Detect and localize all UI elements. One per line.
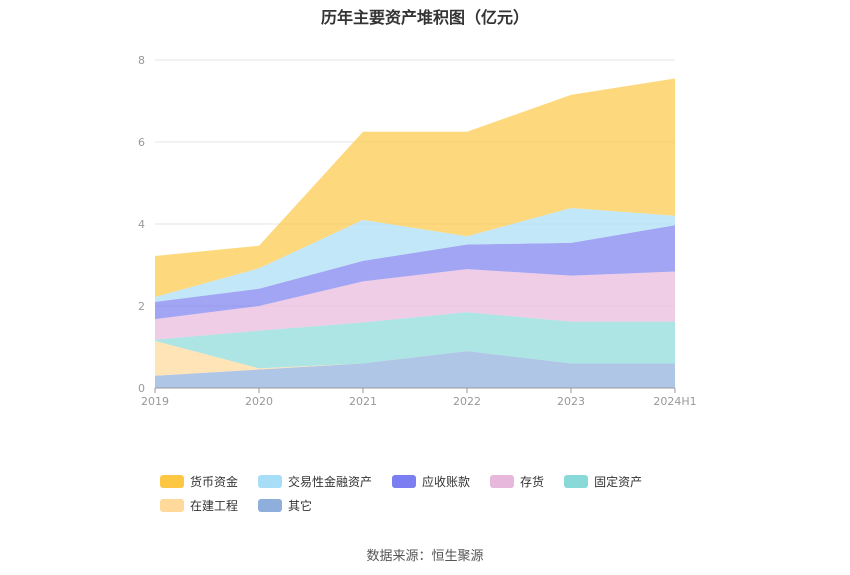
x-tick-label: 2024H1 — [653, 395, 696, 408]
data-source: 数据来源：恒生聚源 — [366, 549, 484, 564]
legend-item[interactable]: 货币资金 — [160, 472, 238, 490]
area-series — [155, 225, 675, 320]
area-series — [155, 78, 675, 297]
area-series — [155, 351, 675, 388]
legend-swatch — [490, 474, 515, 488]
legend-item[interactable]: 存货 — [490, 472, 544, 490]
area-series — [155, 269, 675, 340]
legend-label: 在建工程 — [190, 498, 239, 513]
legend-item[interactable]: 固定资产 — [564, 472, 642, 490]
legend-swatch — [258, 474, 283, 488]
x-tick-label: 2020 — [245, 395, 273, 408]
legend-item[interactable]: 其它 — [258, 496, 312, 514]
legend-label: 应收账款 — [422, 474, 471, 489]
legend-swatch — [160, 474, 184, 488]
y-tick-label: 8 — [138, 54, 145, 67]
area-series — [155, 208, 675, 302]
legend-swatch — [564, 474, 589, 488]
legend-label: 固定资产 — [594, 474, 643, 489]
chart-title: 历年主要资产堆积图（亿元） — [320, 8, 529, 27]
legend-label: 货币资金 — [190, 474, 239, 489]
x-tick-label: 2023 — [557, 395, 585, 408]
y-tick-label: 4 — [138, 218, 145, 231]
legend-swatch — [160, 498, 184, 512]
legend: 货币资金 交易性金融资产 应收账款 存货 固定资产在建工程 其它 — [160, 472, 720, 514]
area-series — [155, 312, 675, 369]
x-tick-label: 2019 — [141, 395, 169, 408]
legend-item[interactable]: 在建工程 — [160, 496, 238, 514]
legend-item[interactable]: 应收账款 — [392, 472, 470, 490]
legend-label: 交易性金融资产 — [288, 474, 373, 489]
x-tick-label: 2022 — [453, 395, 481, 408]
y-tick-label: 0 — [138, 382, 145, 395]
legend-item[interactable]: 交易性金融资产 — [258, 472, 372, 490]
legend-label: 其它 — [288, 498, 313, 513]
area-series — [155, 340, 675, 376]
legend-swatch — [392, 474, 417, 488]
legend-label: 存货 — [520, 474, 545, 489]
x-tick-label: 2021 — [349, 395, 377, 408]
y-tick-label: 6 — [138, 136, 145, 149]
y-tick-label: 2 — [138, 300, 145, 313]
legend-swatch — [258, 498, 283, 512]
